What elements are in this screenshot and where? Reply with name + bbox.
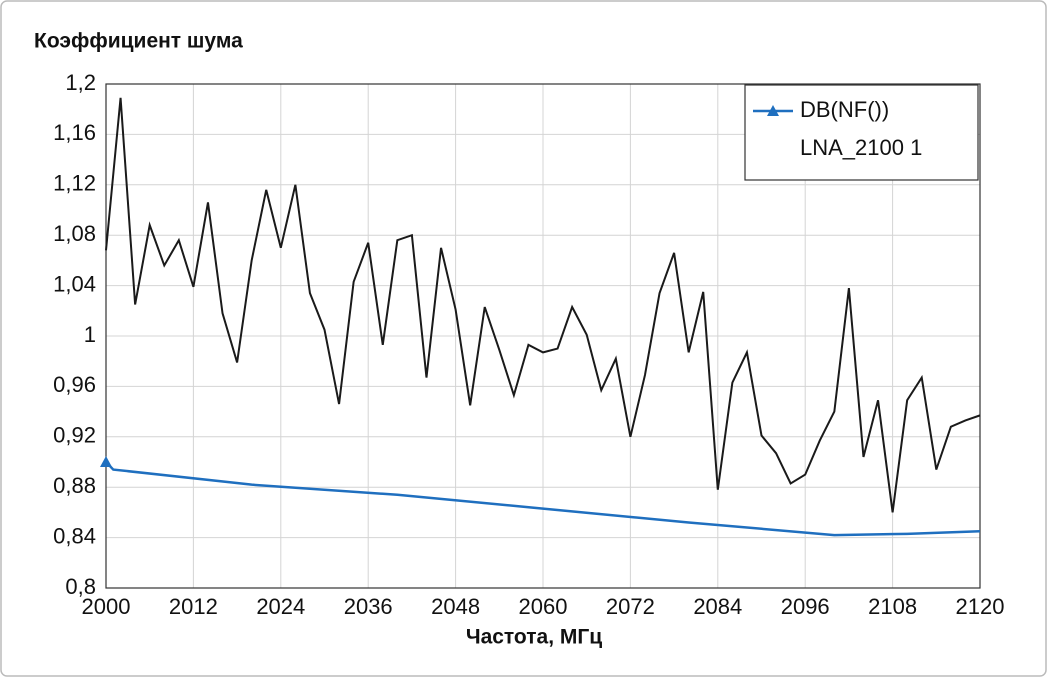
x-axis-label: Частота, МГц	[466, 626, 602, 649]
line	[105, 97, 981, 513]
x-tick-label: 2036	[344, 594, 393, 619]
legend-box	[744, 84, 979, 181]
y-tick-label: 1	[84, 322, 96, 347]
x-tick-label: 2072	[606, 594, 655, 619]
x-tick-label: 2024	[256, 594, 305, 619]
x-tick-label: 2000	[82, 594, 131, 619]
y-tick-label: 0,92	[53, 423, 96, 448]
x-tick-label: 2012	[169, 594, 218, 619]
x-tick-label: 2096	[781, 594, 830, 619]
chart-title: Коэффициент шума	[34, 30, 243, 53]
y-tick-label: 1,04	[53, 271, 96, 296]
legend-marker	[767, 105, 779, 116]
marker	[100, 456, 112, 467]
y-tick-label: 1,2	[65, 70, 96, 95]
y-tick-label: 0,8	[65, 574, 96, 599]
y-tick-label: 1,16	[53, 120, 96, 145]
legend-subtitle: LNA_2100 1	[800, 135, 922, 160]
x-tick-label: 2060	[519, 594, 568, 619]
x-tick-label: 2084	[693, 594, 742, 619]
legend-label: DB(NF())	[800, 97, 889, 122]
plot-area	[105, 83, 981, 589]
x-tick-label: 2120	[956, 594, 1005, 619]
y-tick-label: 1,08	[53, 221, 96, 246]
line	[105, 461, 981, 537]
y-tick-label: 0,88	[53, 473, 96, 498]
y-tick-label: 0,96	[53, 372, 96, 397]
y-tick-label: 1,12	[53, 171, 96, 196]
y-tick-label: 0,84	[53, 523, 96, 548]
x-tick-label: 2108	[868, 594, 917, 619]
x-tick-label: 2048	[431, 594, 480, 619]
